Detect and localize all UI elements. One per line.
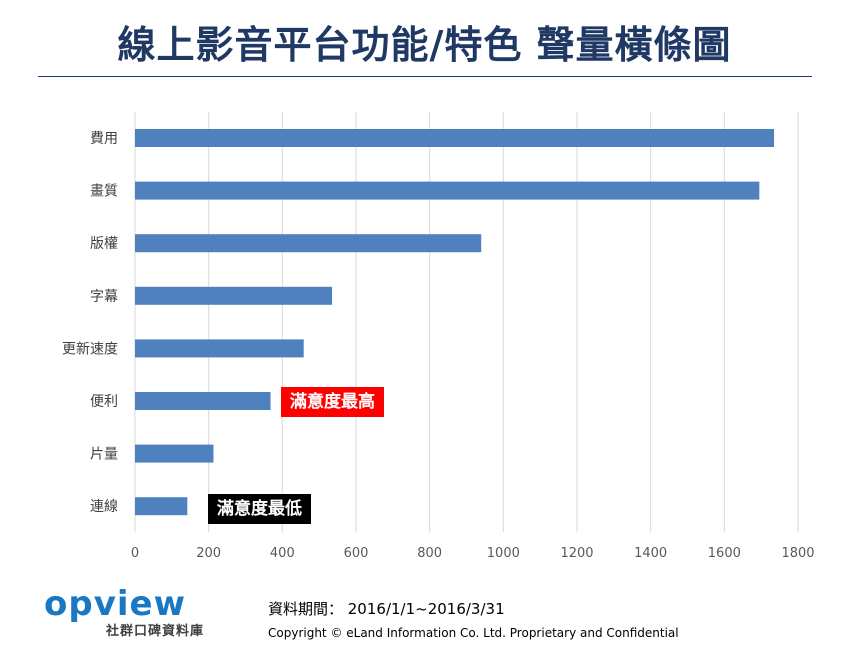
- x-tick-label: 1400: [634, 546, 667, 561]
- category-label: 費用: [90, 131, 118, 147]
- annotation-lowest-satisfaction: 滿意度最低: [208, 494, 311, 524]
- annotation-highest-satisfaction: 滿意度最高: [281, 387, 384, 417]
- chart-title: 線上影音平台功能/特色 聲量橫條圖: [117, 23, 732, 67]
- x-tick-label: 1800: [781, 546, 814, 561]
- category-label: 更新速度: [62, 341, 118, 357]
- category-label: 便利: [90, 394, 118, 410]
- x-tick-label: 1000: [487, 546, 520, 561]
- x-tick-label: 1600: [708, 546, 741, 561]
- x-tick-label: 800: [417, 546, 442, 561]
- bar-2: [135, 234, 482, 253]
- category-label: 連線: [90, 499, 118, 515]
- data-period: 資料期間： 2016/1/1~2016/3/31: [268, 600, 505, 618]
- bar-4: [135, 339, 304, 358]
- bar-3: [135, 286, 333, 305]
- x-tick-label: 400: [270, 546, 295, 561]
- title-divider: [38, 76, 812, 77]
- bar-1: [135, 181, 760, 200]
- category-label: 版權: [90, 236, 118, 252]
- bar-6: [135, 444, 214, 463]
- x-tick-label: 600: [344, 546, 369, 561]
- opview-logo: opview 社群口碑資料庫: [44, 586, 214, 646]
- bar-chart: 0 200 400 600 800 1000 1200 1400 1600 1800 費用畫質版權字…: [62, 112, 815, 561]
- category-label: 字幕: [90, 289, 118, 305]
- category-label: 畫質: [90, 184, 118, 200]
- logo-subtitle: 社群口碑資料庫: [106, 624, 205, 639]
- bar-0: [135, 129, 775, 147]
- category-label: 片量: [90, 447, 118, 463]
- copyright-notice: Copyright © eLand Information Co. Ltd. P…: [268, 626, 679, 640]
- logo-wordmark: opview: [44, 584, 186, 624]
- bar-5: [135, 392, 271, 410]
- x-tick-label: 1200: [560, 546, 593, 561]
- x-tick-label: 200: [196, 546, 221, 561]
- x-tick-label: 0: [131, 546, 139, 561]
- bar-7: [135, 497, 188, 516]
